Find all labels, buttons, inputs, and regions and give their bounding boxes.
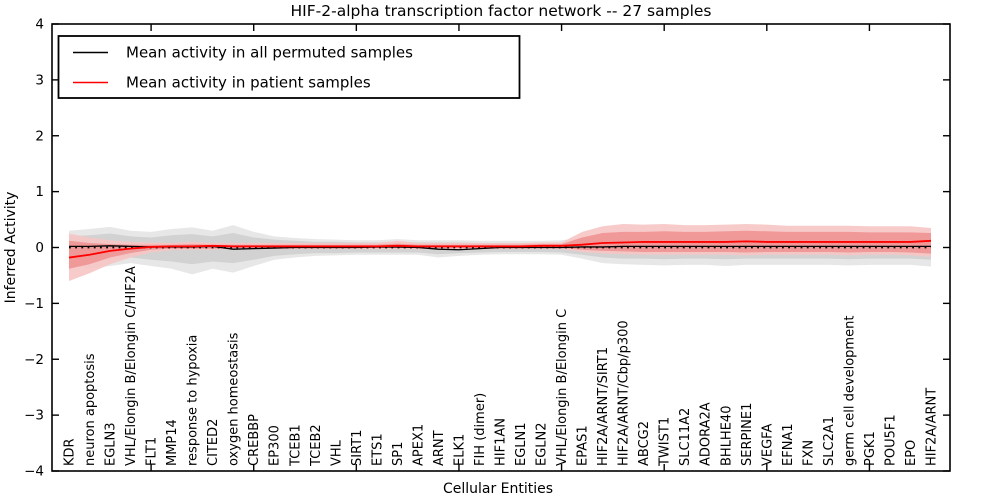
x-category-label: TCEB2: [309, 424, 324, 467]
x-category-labels: KDR neuron apoptosis EGLN3 VHL/Elongin B/El…: [63, 266, 940, 467]
x-category-label: CREBBP: [247, 414, 262, 466]
x-category-label: EPO: [904, 440, 919, 466]
legend-label-patient: Mean activity in patient samples: [126, 74, 371, 92]
x-category-label: SLC11A2: [678, 408, 693, 466]
y-tick-label: −4: [24, 464, 44, 480]
x-category-label: HIF2A/ARNT: [925, 388, 940, 466]
patient-inner-band: [69, 230, 931, 269]
x-category-label: POU5F1: [883, 414, 898, 466]
x-category-label: ETS1: [370, 433, 385, 466]
x-category-label: response to hypoxia: [186, 335, 201, 466]
x-category-label: HIF1AN: [494, 418, 509, 466]
y-axis-label: Inferred Activity: [3, 192, 19, 304]
x-category-label: SERPINE1: [740, 403, 755, 466]
legend-box: [57, 35, 521, 99]
y-tick-label: 3: [35, 72, 44, 88]
x-category-label: ARNT: [432, 430, 447, 466]
x-category-label: ABCG2: [637, 421, 652, 466]
plot-border: [51, 23, 951, 472]
mean-lines: [68, 239, 932, 259]
y-tick-label: 2: [35, 128, 44, 144]
chart-title: HIF-2-alpha transcription factor network…: [291, 2, 712, 20]
x-category-label: germ cell development: [842, 316, 857, 466]
y-tick-labels: 4 3 2 1 0 −1 −2 −3 −4: [24, 17, 44, 480]
x-category-label: neuron apoptosis: [83, 353, 98, 466]
x-category-label: SLC2A1: [822, 416, 837, 466]
x-category-label: HIF2A/ARNT/SIRT1: [596, 347, 611, 466]
x-category-label: MMP14: [165, 419, 180, 466]
x-category-label: FXN: [801, 440, 816, 466]
x-category-label: VHL/Elongin B/Elongin C: [555, 309, 570, 466]
x-category-label: FIH (dimer): [473, 393, 488, 466]
x-axis-label: Cellular Entities: [443, 481, 553, 497]
x-category-label: ELK1: [452, 434, 467, 466]
x-category-label: ADORA2A: [699, 402, 714, 466]
y-tick-label: 0: [35, 240, 44, 256]
x-category-label: EPAS1: [576, 425, 591, 466]
y-tick-label: −1: [24, 296, 44, 312]
y-tick-label: 4: [35, 17, 44, 33]
patient-mean-line: [68, 239, 932, 259]
y-tick-label: −2: [24, 352, 44, 368]
x-category-label: VHL/Elongin B/Elongin C/HIF2A: [124, 266, 139, 466]
x-category-label: HIF2A/ARNT/Cbp/p300: [617, 320, 632, 466]
y-tick-label: 1: [35, 184, 44, 200]
x-category-label: oxygen homeostasis: [227, 332, 242, 466]
x-category-label: SIRT1: [350, 430, 365, 466]
x-category-label: EGLN3: [104, 422, 119, 466]
legend: Mean activity in all permuted samples Me…: [57, 35, 521, 99]
x-category-label: EFNA1: [781, 423, 796, 466]
y-tick-label: −3: [24, 408, 44, 424]
x-category-label: VEGFA: [760, 424, 775, 466]
confidence-bands: [69, 224, 931, 282]
x-category-label: PGK1: [863, 431, 878, 466]
x-category-label: TCEB1: [288, 424, 303, 467]
x-category-label: BHLHE40: [719, 406, 734, 466]
x-category-label: APEX1: [411, 424, 426, 466]
x-category-label: EGLN2: [535, 422, 550, 466]
x-category-label: EP300: [268, 425, 283, 466]
x-category-label: SP1: [391, 442, 406, 466]
x-category-label: KDR: [63, 438, 78, 466]
x-category-label: FLT1: [145, 437, 160, 466]
x-category-label: VHL: [329, 439, 344, 466]
x-category-label: CITED2: [206, 419, 221, 466]
legend-label-permuted: Mean activity in all permuted samples: [126, 44, 413, 62]
x-category-label: TWIST1: [658, 417, 673, 467]
x-category-label: EGLN1: [514, 422, 529, 466]
